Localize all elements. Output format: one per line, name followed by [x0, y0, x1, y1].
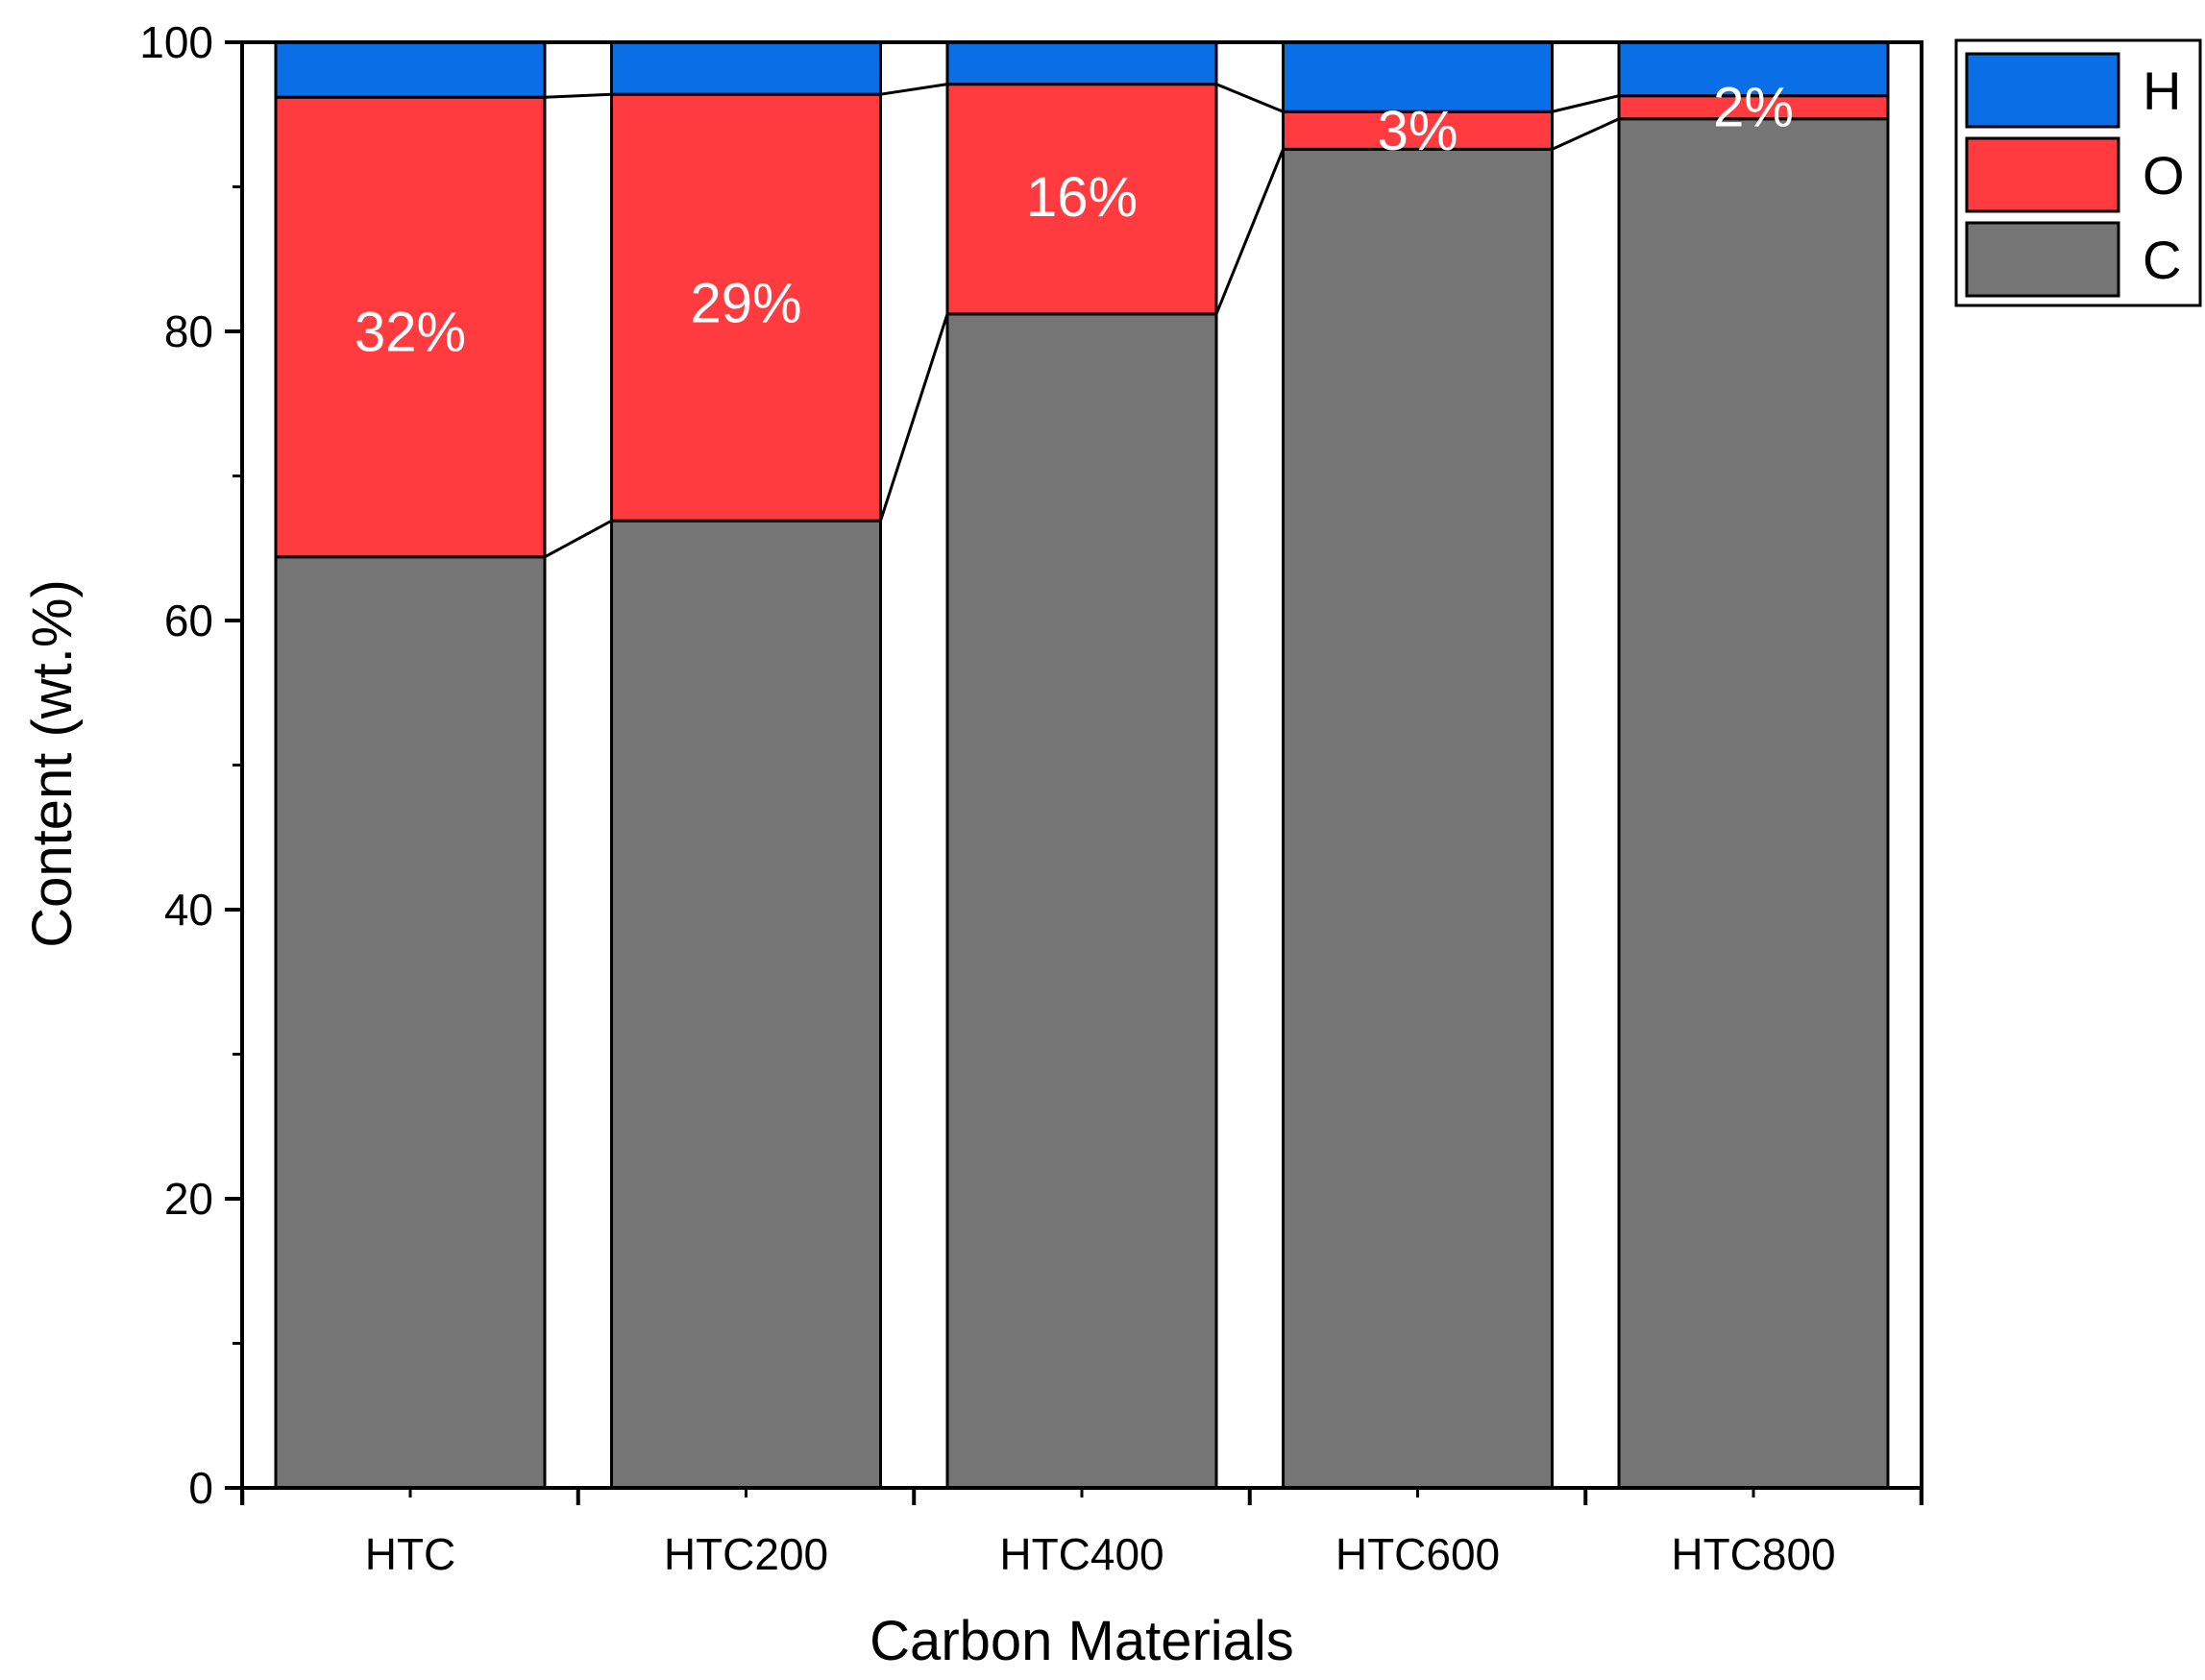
- legend: HOC: [1954, 38, 2202, 307]
- bar-h-htc200: [610, 40, 882, 96]
- connector-o-1: [880, 83, 948, 96]
- x-tick-label-htc200: HTC200: [664, 1529, 828, 1579]
- connector-c-1: [879, 313, 949, 522]
- bar-o-htc800: [1617, 94, 1890, 121]
- data-label-htc200: 29%: [690, 273, 801, 335]
- x-tick-label-htc800: HTC800: [1671, 1529, 1835, 1579]
- legend-label-c: C: [2143, 230, 2181, 290]
- legend-swatch-o: [1965, 136, 2120, 213]
- y-tick-label-80: 80: [164, 306, 213, 356]
- legend-swatch-c: [1965, 221, 2120, 298]
- x-tick-label-htc400: HTC400: [999, 1529, 1164, 1579]
- connector-c-2: [1214, 148, 1285, 315]
- bar-h-htc: [274, 40, 547, 99]
- y-tick-label-0: 0: [188, 1463, 213, 1513]
- bar-o-htc600: [1282, 110, 1554, 151]
- connector-c-3: [1551, 117, 1620, 151]
- connector-o-3: [1552, 94, 1620, 113]
- bar-c-htc400: [945, 312, 1218, 1490]
- connector-o-2: [1215, 83, 1285, 113]
- x-tick-label-htc: HTC: [365, 1529, 456, 1579]
- bar-c-htc800: [1617, 117, 1890, 1490]
- legend-label-h: H: [2143, 61, 2181, 121]
- axes: 0 20 40 60 80 100 HTC HTC200 HTC400 HTC600 HTC800: [139, 17, 1923, 1579]
- bar-c-htc200: [610, 519, 882, 1490]
- bar-c-htc: [274, 555, 547, 1490]
- data-label-htc: 32%: [355, 301, 466, 363]
- legend-label-o: O: [2143, 145, 2185, 206]
- data-label-htc600: 3%: [1378, 100, 1458, 162]
- bar-o-htc400: [945, 83, 1218, 316]
- y-tick-label-40: 40: [164, 885, 213, 935]
- legend-swatch-h: [1965, 52, 2120, 129]
- bars-layer: [274, 40, 1890, 1490]
- y-tick-label-60: 60: [164, 596, 213, 645]
- y-tick-label-100: 100: [139, 17, 213, 67]
- connector-c-0: [544, 519, 613, 559]
- x-tick-label-htc600: HTC600: [1335, 1529, 1500, 1579]
- connector-o-0: [544, 92, 612, 99]
- data-label-htc800: 2%: [1713, 77, 1794, 139]
- bar-c-htc600: [1282, 147, 1554, 1490]
- data-label-htc400: 16%: [1026, 166, 1138, 229]
- bar-h-htc400: [945, 40, 1218, 86]
- bar-h-htc800: [1617, 40, 1890, 98]
- bar-o-htc: [274, 95, 547, 559]
- data-labels: 32% 29% 16% 3% 2%: [355, 77, 1794, 364]
- y-tick-label-20: 20: [164, 1174, 213, 1224]
- y-axis-title: Content (wt.%): [21, 579, 84, 948]
- x-axis-title: Carbon Materials: [870, 1610, 1294, 1672]
- connector-lines: [544, 83, 1620, 559]
